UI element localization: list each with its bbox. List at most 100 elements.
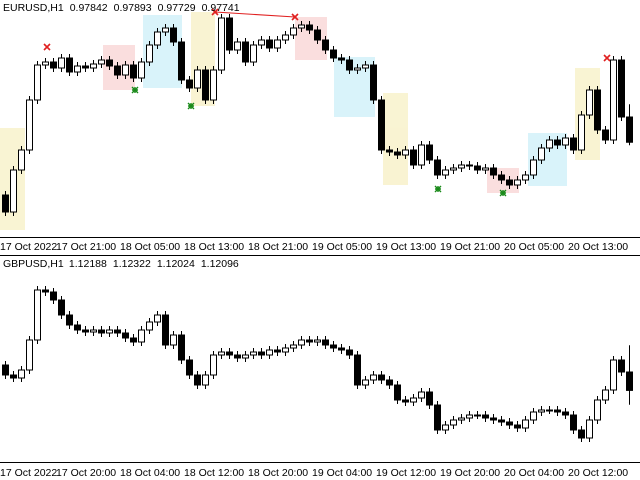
candle-body (458, 417, 465, 421)
x-tick-label: 20 Oct 05:00 (504, 241, 564, 253)
candle-body (282, 34, 289, 41)
candle-body (298, 24, 305, 29)
candle-body (138, 61, 145, 79)
candle-body (562, 411, 569, 416)
candle-body (154, 31, 161, 46)
candle-body (26, 339, 33, 371)
candle-body (42, 289, 49, 293)
candle-body (74, 65, 81, 73)
candle-body (242, 354, 249, 359)
candle-body (554, 139, 561, 146)
x-tick-label: 19 Oct 21:00 (440, 241, 500, 253)
x-tick-label: 19 Oct 13:00 (376, 241, 436, 253)
candle-body (66, 314, 73, 326)
header-close: 1.12096 (201, 258, 239, 270)
candle-body (82, 329, 89, 333)
candle-body (58, 57, 65, 69)
candle-body (434, 404, 441, 431)
buy-marker (434, 185, 442, 193)
candle-body (130, 64, 137, 79)
candle-body (490, 417, 497, 421)
candle-body (506, 179, 513, 186)
x-tick-label: 18 Oct 05:00 (120, 241, 180, 253)
candle-body (514, 179, 521, 186)
candle-body (234, 41, 241, 51)
candle-body (482, 414, 489, 419)
candle-body (602, 129, 609, 141)
buy-markers (131, 86, 507, 197)
candle-body (626, 116, 633, 143)
candle-body (498, 419, 505, 423)
candle-body (506, 421, 513, 426)
candle-body (490, 167, 497, 176)
candle-body (306, 24, 313, 31)
buy-marker (131, 86, 139, 94)
x-tick-label: 17 Oct 21:00 (56, 241, 116, 253)
symbol-header: EURUSD,H1 0.97842 0.97893 0.97729 0.97741 (3, 2, 240, 14)
candle-body (226, 17, 233, 51)
candle-body (210, 354, 217, 376)
candle-body (410, 397, 417, 403)
x-tick-label: 17 Oct 20:00 (56, 467, 116, 479)
candle-body (538, 409, 545, 413)
candle-body (594, 89, 601, 131)
candle-body (474, 165, 481, 171)
candle-body (450, 167, 457, 171)
candle-body (90, 63, 97, 69)
candle-body (458, 164, 465, 169)
candle-body (162, 314, 169, 346)
candle-body (554, 409, 561, 413)
buy-marker (187, 102, 195, 110)
candle-body (114, 65, 121, 76)
candle-body (74, 324, 81, 331)
candle-body (122, 64, 129, 76)
candle-body (330, 344, 337, 349)
candle-body (578, 114, 585, 151)
candle-body (362, 379, 369, 386)
symbol-header: GBPUSD,H1 1.12188 1.12322 1.12024 1.12096 (3, 258, 239, 270)
candle-body (330, 49, 337, 59)
candle-body (514, 424, 521, 429)
x-tick-label: 19 Oct 20:00 (440, 467, 500, 479)
candle-body (274, 349, 281, 353)
candle-body (122, 332, 129, 339)
zone (383, 93, 408, 185)
candle-body (418, 391, 425, 399)
candle-body (2, 194, 9, 213)
candle-body (50, 61, 57, 69)
candle-body (314, 29, 321, 41)
x-tick-label: 19 Oct 12:00 (376, 467, 436, 479)
candle-body (274, 39, 281, 49)
candle-body (154, 314, 161, 323)
header-close: 0.97741 (202, 2, 240, 14)
candle-body (250, 44, 257, 63)
candle-body (266, 39, 273, 49)
candle-body (394, 151, 401, 156)
candle-body (586, 89, 593, 116)
candle-body (466, 164, 473, 167)
candle-body (202, 69, 209, 101)
candle-body (594, 399, 601, 421)
candle-body (578, 429, 585, 439)
candle-body (466, 414, 473, 419)
x-tick-label: 20 Oct 13:00 (568, 241, 628, 253)
candle-body (170, 27, 177, 43)
candle-body (370, 64, 377, 101)
header-open: 0.97842 (70, 2, 108, 14)
candle-body (426, 391, 433, 406)
candle-body (354, 67, 361, 71)
sell-marker (211, 8, 219, 16)
symbol-title: GBPUSD,H1 (3, 258, 64, 270)
candle-body (234, 354, 241, 359)
candle-body (522, 419, 529, 429)
candle-body (138, 329, 145, 343)
candle-body (354, 354, 361, 386)
header-high: 0.97893 (114, 2, 152, 14)
candle-body (442, 424, 449, 431)
candle-body (162, 27, 169, 33)
candle-body (386, 149, 393, 153)
x-tick-label: 19 Oct 04:00 (312, 467, 372, 479)
candle-body (10, 169, 17, 213)
